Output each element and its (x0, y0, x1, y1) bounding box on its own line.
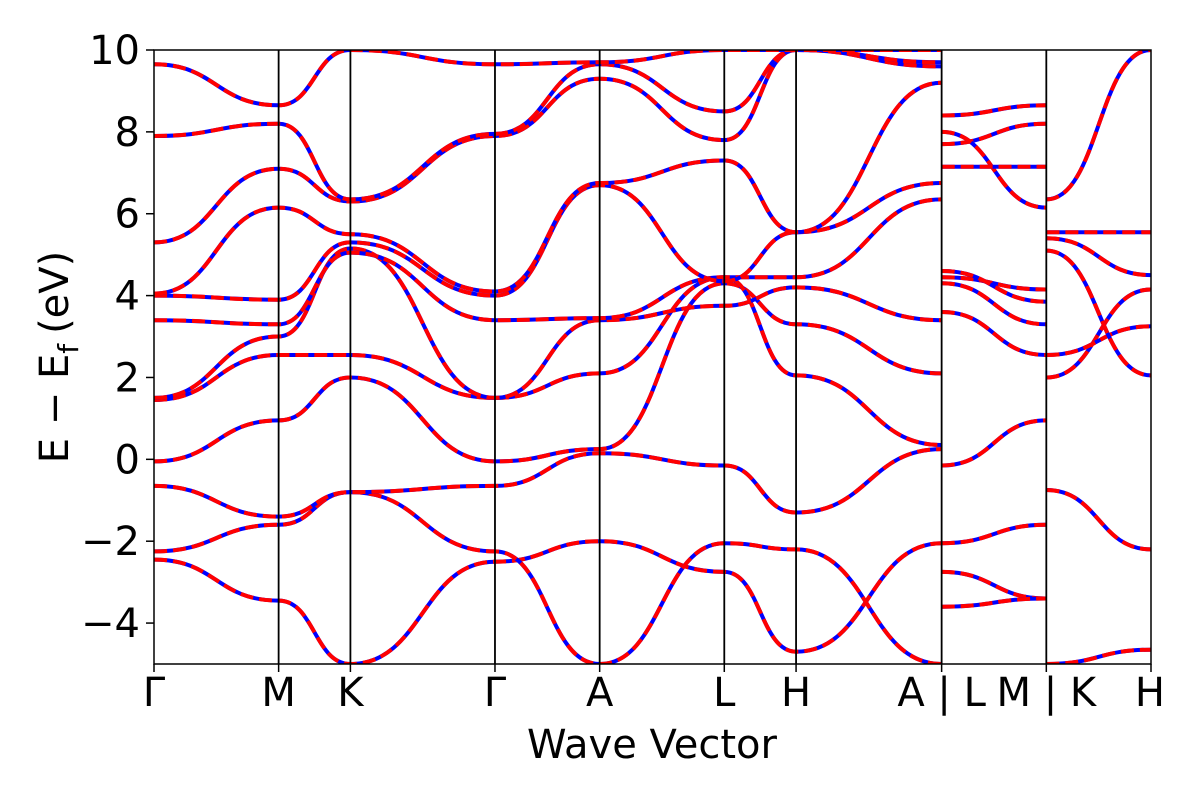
band-0-dashed (154, 539, 942, 664)
band-21-dashed (941, 129, 1047, 210)
y-tick-label: 0 (115, 437, 140, 483)
y-tick-label: 6 (115, 192, 140, 238)
band-22-solid (941, 103, 1047, 118)
band-13-solid (941, 569, 1047, 601)
band-3-dashed (154, 281, 942, 464)
y-tick-label: 2 (115, 355, 140, 401)
x-tick-label: Γ (484, 670, 507, 716)
y-tick-label: −2 (81, 519, 140, 565)
band-8-solid (154, 80, 942, 296)
band-25-solid (1046, 647, 1151, 664)
band-14-solid (941, 596, 1047, 609)
band-3-solid (154, 281, 942, 464)
band-6-dashed (154, 197, 942, 327)
band-28-dashed (1046, 248, 1151, 378)
band-2-solid (154, 447, 942, 519)
band-18-solid (941, 275, 1047, 292)
y-axis-label: E − Ef (eV) (32, 251, 85, 464)
band-5-dashed (154, 246, 942, 400)
y-tick-label: 8 (115, 110, 140, 156)
band-8-dashed (154, 80, 942, 296)
x-tick-label: M (261, 670, 296, 716)
high-symmetry-lines (277, 50, 1048, 664)
band-19-dashed (941, 269, 1047, 304)
x-tick-label: A (586, 670, 614, 716)
bands-layer (154, 50, 1151, 664)
band-20-solid (941, 121, 1047, 147)
y-axis-label-unit: (eV) (32, 251, 78, 334)
y-tick-label: 4 (115, 274, 140, 320)
band-15-dashed (941, 418, 1047, 468)
x-tick-label: H (1135, 670, 1165, 716)
x-axis-label: Wave Vector (527, 722, 778, 768)
y-axis-ticks: −4 −2 0 2 4 6 8 10 (81, 28, 154, 647)
x-tick-label: M | K (996, 670, 1097, 716)
x-tick-label: H (781, 670, 811, 716)
x-tick-label: L (713, 670, 736, 716)
band-9-solid (154, 50, 942, 245)
x-tick-label: Γ (143, 670, 166, 716)
band-16-dashed (941, 310, 1047, 357)
band-17-dashed (941, 281, 1047, 327)
band-12-solid (941, 522, 1047, 546)
plot-frame (153, 49, 1152, 665)
band-26-dashed (1046, 287, 1151, 380)
y-axis-label-main: E − E (32, 354, 78, 464)
y-tick-label: −4 (81, 601, 140, 647)
band-27-solid (1046, 324, 1151, 357)
band-7-dashed (154, 181, 942, 302)
band-29-dashed (1046, 236, 1151, 278)
y-axis-label-sub: f (52, 343, 85, 354)
y-tick-label: 10 (89, 28, 140, 74)
band-2-dashed (154, 447, 942, 519)
x-tick-label: K (337, 670, 365, 716)
band-10-dashed (154, 50, 942, 202)
band-9-dashed (154, 50, 942, 245)
x-tick-label: A | L (897, 670, 986, 716)
band-11-dashed (154, 50, 942, 108)
band-24-dashed (1046, 488, 1151, 552)
band-31-dashed (1046, 50, 1151, 202)
band-26-solid (1046, 287, 1151, 380)
band-6-solid (154, 197, 942, 327)
